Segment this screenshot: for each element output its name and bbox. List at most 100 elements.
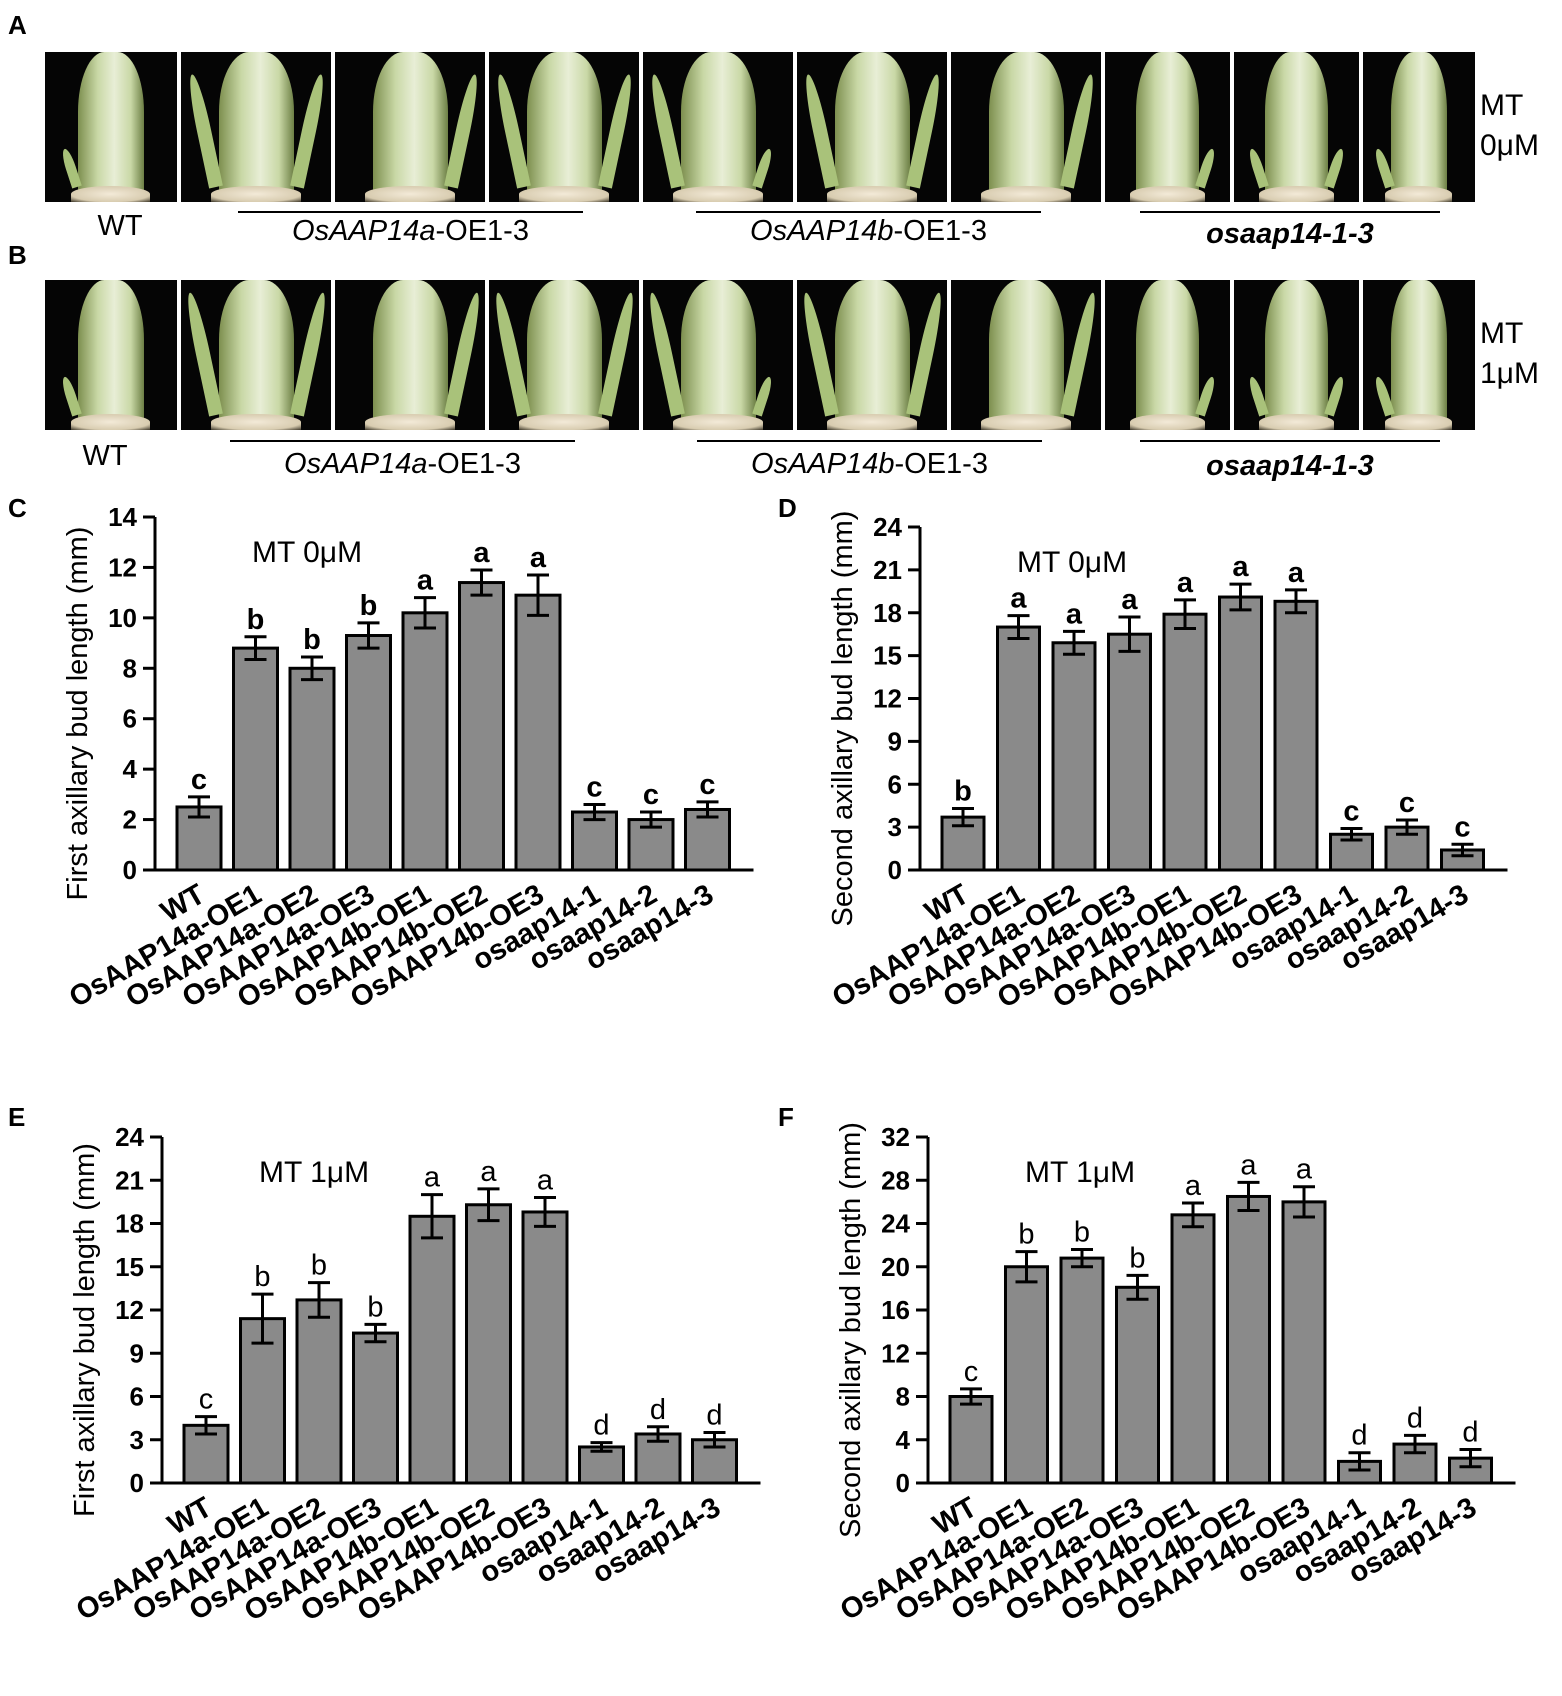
panel-label-f: F (778, 1102, 794, 1132)
y-tick-label: 24 (873, 512, 902, 542)
bar (345, 634, 392, 872)
plant-photo (951, 280, 1101, 430)
y-tick-label: 20 (881, 1252, 910, 1282)
bud-leaf-shape (598, 291, 638, 417)
y-axis-label: Second axillary bud length (mm) (835, 1122, 867, 1538)
x-tick-label: OsAAP14b-OE3 (345, 878, 549, 1015)
x-tick-label: OsAAP14b-OE1 (992, 878, 1196, 1015)
bar (288, 666, 336, 872)
significance-letter: c (699, 769, 715, 801)
y-tick-label: 32 (881, 1122, 910, 1152)
chart-panel-f: 0 4 8 12 16 20 24 28 32 Second axillary bud lengt… (835, 1122, 1516, 1628)
genotype-underline (238, 211, 583, 213)
y-tick-label: 0 (123, 855, 137, 885)
significance-letter: d (593, 1410, 609, 1442)
y-tick-label: 18 (873, 598, 902, 628)
significance-letter: c (1343, 796, 1359, 828)
root-base-shape (1259, 414, 1334, 430)
root-base-shape (1385, 186, 1452, 202)
x-tick-label: WT (927, 1491, 982, 1541)
bar (401, 611, 449, 872)
stem-shape (1265, 280, 1328, 430)
plant-photo (1105, 280, 1230, 430)
significance-letter: d (1351, 1420, 1367, 1452)
plant-photo (797, 280, 947, 430)
x-tick-label: OsAAP14a-OE1 (827, 878, 1030, 1014)
significance-letter: b (311, 1250, 327, 1282)
bar (1162, 612, 1208, 872)
condition-line-2: 0μM (1480, 129, 1539, 162)
stem-shape (219, 52, 294, 202)
y-tick-label: 3 (130, 1425, 144, 1455)
root-base-shape (365, 186, 455, 202)
root-base-shape (71, 186, 150, 202)
significance-letter: b (247, 604, 265, 636)
bar (684, 807, 731, 872)
bud-leaf-shape (598, 73, 636, 189)
stem-shape (1136, 52, 1199, 202)
significance-letter: a (1121, 584, 1138, 616)
bud-leaf-shape (906, 73, 944, 189)
significance-letter: a (537, 1165, 554, 1197)
stem-shape (681, 52, 756, 202)
root-base-shape (1385, 414, 1452, 430)
plant-photo (1234, 280, 1359, 430)
bar (1329, 832, 1374, 872)
y-tick-label: 12 (115, 1295, 144, 1325)
significance-letter: c (191, 764, 207, 796)
genotype-label-osaap14b-oe: OsAAP14b-OE1-3 (697, 448, 1042, 481)
root-base-shape (827, 186, 917, 202)
significance-letter: c (1399, 787, 1415, 819)
x-tick-label: osaap14-2 (1280, 878, 1419, 977)
line-suffix: -OE1-3 (427, 448, 521, 480)
bar (295, 1298, 343, 1485)
x-tick-label: OsAAP14a-OE3 (946, 1491, 1149, 1627)
plant-photo (489, 280, 639, 430)
genotype-label-osaap14-mutant: osaap14-1-3 (1206, 218, 1374, 250)
y-tick-label: 0 (888, 855, 902, 885)
x-tick-label: osaap14-1 (1232, 1491, 1371, 1590)
bar (940, 815, 986, 872)
stem-shape (681, 280, 756, 430)
x-tick-label: OsAAP14a-OE1 (835, 1491, 1038, 1627)
stem-shape (527, 52, 602, 202)
y-tick-label: 24 (115, 1122, 144, 1152)
condition-annotation: MT 0μM (252, 536, 362, 569)
stem-shape (835, 52, 910, 202)
plant-photo (45, 52, 177, 202)
y-axis-label: First axillary bud length (mm) (69, 1143, 101, 1517)
bud-leaf-shape (799, 291, 839, 417)
x-tick-label: OsAAP14b-OE1 (232, 878, 436, 1015)
significance-letter: a (480, 1156, 497, 1188)
bar (1448, 1456, 1493, 1485)
y-tick-label: 21 (873, 555, 902, 585)
significance-letter: c (643, 779, 659, 811)
bar (1107, 632, 1152, 872)
significance-letter: a (1177, 567, 1194, 599)
stem-shape (373, 52, 448, 202)
root-base-shape (519, 414, 609, 430)
y-tick-label: 24 (881, 1209, 910, 1239)
bar (1273, 599, 1319, 872)
bud-leaf-shape (801, 73, 839, 189)
plant-photo (181, 280, 331, 430)
x-tick-label: OsAAP14a-OE2 (127, 1491, 330, 1627)
plant-photo (1234, 52, 1359, 202)
y-tick-label: 14 (108, 502, 137, 532)
bar (571, 810, 618, 872)
bud-leaf-shape (647, 73, 685, 189)
y-tick-label: 2 (123, 805, 137, 835)
panel-label-a: A (8, 10, 27, 40)
x-tick-label: osaap14-3 (587, 1491, 726, 1590)
bar (948, 1395, 994, 1485)
significance-letter: a (1288, 557, 1305, 589)
bud-leaf-shape (493, 73, 531, 189)
significance-letter: a (1240, 1149, 1257, 1181)
plant-photo (181, 52, 331, 202)
root-base-shape (211, 186, 301, 202)
root-base-shape (71, 414, 150, 430)
root-base-shape (1130, 186, 1205, 202)
genotype-underline (230, 440, 575, 442)
x-tick-label: osaap14-3 (1343, 1491, 1482, 1590)
plant-photo (797, 52, 947, 202)
